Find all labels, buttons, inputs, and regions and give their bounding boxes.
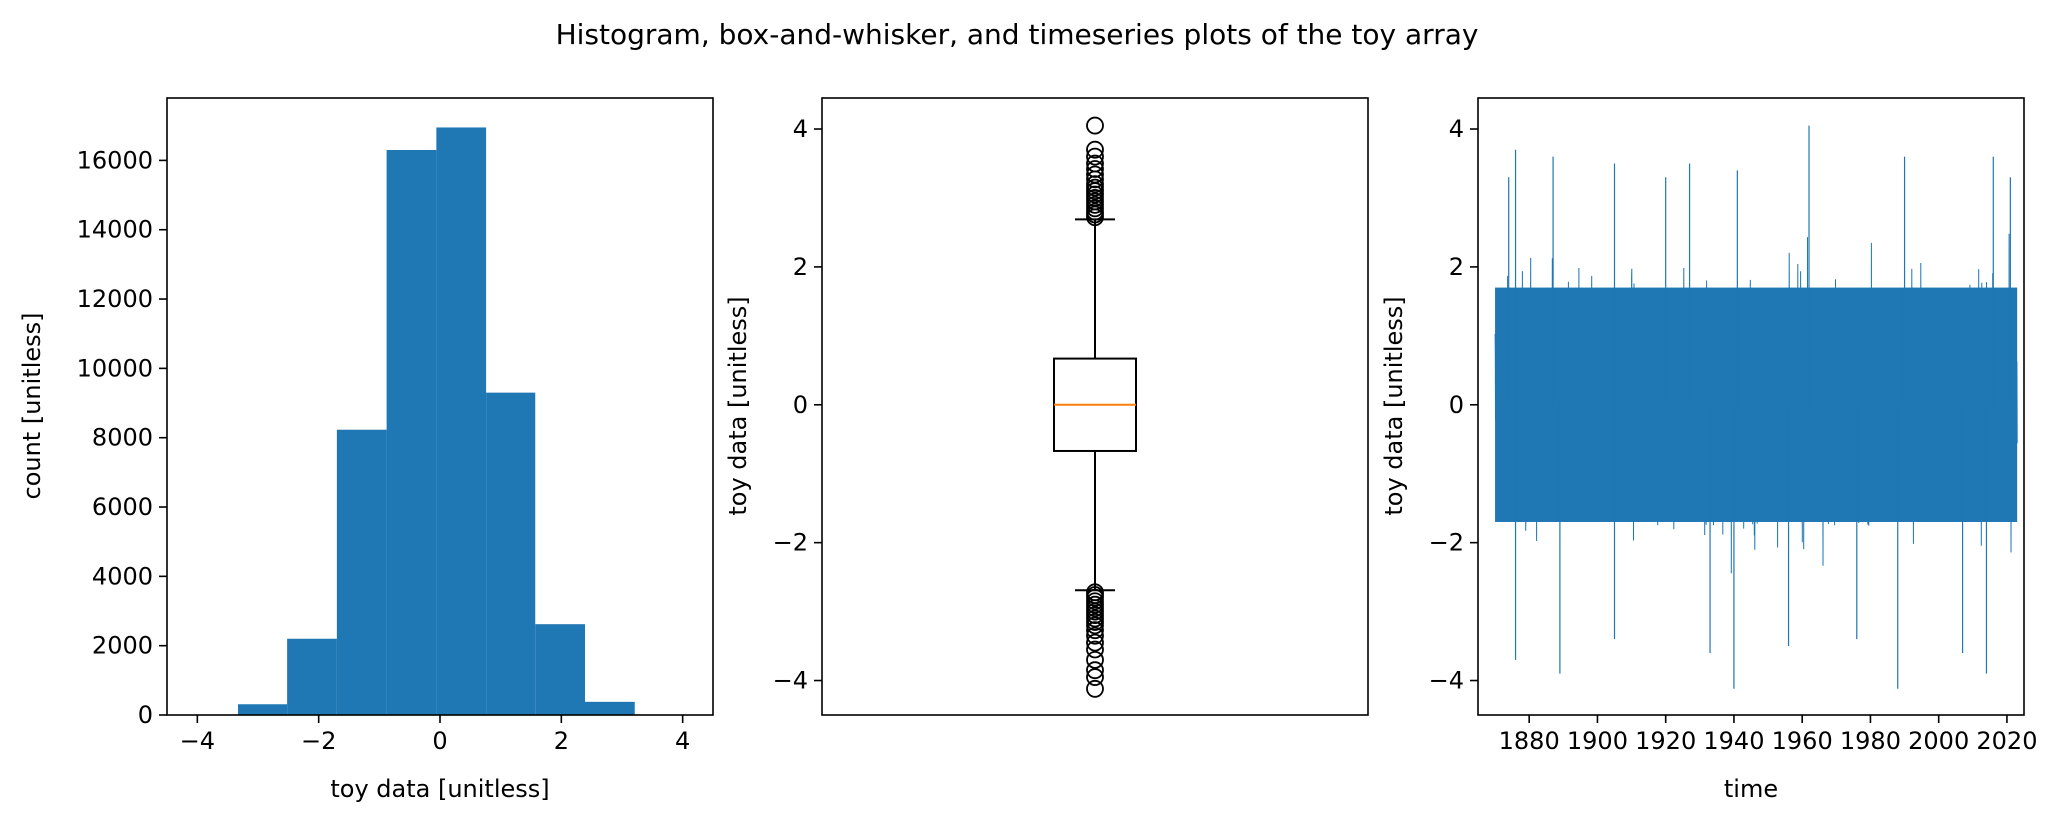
histogram-x-tick-label: 2	[554, 727, 569, 755]
timeseries-axes-frame	[1477, 97, 2025, 716]
histogram-y-tick-label: 2000	[92, 632, 153, 660]
boxplot-outlier	[1086, 650, 1104, 669]
timeseries-x-tick-label: 1900	[1567, 727, 1628, 755]
boxplot-y-tick-label: 2	[793, 253, 808, 281]
timeseries-x-tick-label: 1880	[1499, 727, 1560, 755]
timeseries-y-tick-label: 4	[1449, 115, 1464, 143]
boxplot-outlier	[1086, 679, 1104, 698]
boxplot-y-tick-label: −2	[773, 529, 808, 557]
timeseries-y-ticks: −4 −2 0 2 4	[1429, 115, 1478, 695]
histogram-bar	[237, 704, 288, 715]
histogram-bar	[584, 701, 635, 715]
timeseries-x-tick-label: 1940	[1703, 727, 1764, 755]
histogram-y-tick-label: 14000	[77, 216, 153, 244]
boxplot-axes-frame	[821, 97, 1369, 716]
histogram-y-tick-label: 0	[138, 701, 153, 729]
histogram-y-label: count [unitless]	[18, 312, 46, 499]
boxplot-outlier	[1086, 616, 1104, 635]
timeseries-y-tick-label: −2	[1429, 529, 1464, 557]
boxplot-outlier	[1086, 147, 1104, 166]
histogram-x-tick-label: −4	[180, 727, 215, 755]
histogram-bar	[436, 127, 487, 715]
histogram-x-tick-label: 0	[432, 727, 447, 755]
histogram-y-tick-label: 12000	[77, 285, 153, 313]
timeseries-y-label: toy data [unitless]	[1380, 296, 1408, 515]
timeseries-x-tick-label: 2000	[1908, 727, 1969, 755]
histogram-x-ticks: −4 −2 0 2 4	[180, 715, 690, 755]
boxplot-outlier	[1086, 640, 1104, 659]
histogram-bar	[535, 624, 585, 715]
histogram-x-tick-label: −2	[301, 727, 336, 755]
histogram-y-tick-label: 8000	[92, 424, 153, 452]
histogram-bar	[486, 392, 536, 715]
histogram-y-tick-label: 6000	[92, 493, 153, 521]
boxplot-outlier	[1086, 116, 1104, 135]
histogram-x-label: toy data [unitless]	[330, 775, 549, 803]
timeseries-panel: 1880 1900 1920 1940 1960 1980 2000 2020 −4 −2 0 2 4…	[1380, 97, 2037, 803]
boxplot-y-tick-label: −4	[773, 667, 808, 695]
histogram-y-tick-label: 4000	[92, 562, 153, 590]
histogram-y-ticks: 0 2000 4000 6000 8000 10000 12000 14000 16000	[77, 146, 167, 729]
boxplot-outlier	[1086, 626, 1104, 645]
timeseries-y-tick-label: −4	[1429, 667, 1464, 695]
boxplot-y-tick-label: 4	[793, 115, 808, 143]
timeseries-x-tick-label: 2020	[1976, 727, 2037, 755]
boxplot-outlier	[1086, 621, 1104, 640]
timeseries-x-tick-label: 1920	[1635, 727, 1696, 755]
timeseries-x-tick-label: 1980	[1840, 727, 1901, 755]
histogram-y-tick-label: 10000	[77, 354, 153, 382]
boxplot-elements	[1053, 116, 1137, 698]
boxplot-outlier	[1086, 165, 1104, 184]
timeseries-y-tick-label: 2	[1449, 253, 1464, 281]
histogram-y-tick-label: 16000	[77, 146, 153, 174]
timeseries-x-label: time	[1724, 775, 1778, 803]
timeseries-x-tick-label: 1960	[1772, 727, 1833, 755]
figure-title: Histogram, box-and-whisker, and timeseri…	[556, 18, 1479, 51]
histogram-bars	[237, 127, 635, 715]
timeseries-core-band	[1495, 287, 2018, 522]
histogram-bar	[287, 638, 337, 715]
boxplot-outlier	[1086, 668, 1104, 686]
boxplot-outlier	[1086, 633, 1104, 652]
boxplot-y-tick-label: 0	[793, 391, 808, 419]
boxplot-outlier	[1086, 154, 1104, 173]
boxplot-y-label: toy data [unitless]	[724, 296, 752, 515]
boxplot-outlier	[1086, 160, 1104, 178]
histogram-bar	[336, 429, 387, 715]
boxplot-panel: −4 −2 0 2 4 toy data [unitless]	[724, 97, 1369, 716]
timeseries-y-tick-label: 0	[1449, 391, 1464, 419]
timeseries-line	[1494, 125, 2018, 689]
histogram-x-tick-label: 4	[675, 727, 690, 755]
histogram-bar	[386, 149, 437, 715]
boxplot-outlier	[1086, 140, 1104, 159]
boxplot-outlier	[1086, 661, 1104, 680]
boxplot-y-ticks: −4 −2 0 2 4	[773, 115, 822, 695]
timeseries-x-ticks: 1880 1900 1920 1940 1960 1980 2000 2020	[1499, 715, 2037, 755]
histogram-panel: −4 −2 0 2 4 0 2000 4000 6000 8000 10000 12000 14000…	[18, 97, 714, 803]
